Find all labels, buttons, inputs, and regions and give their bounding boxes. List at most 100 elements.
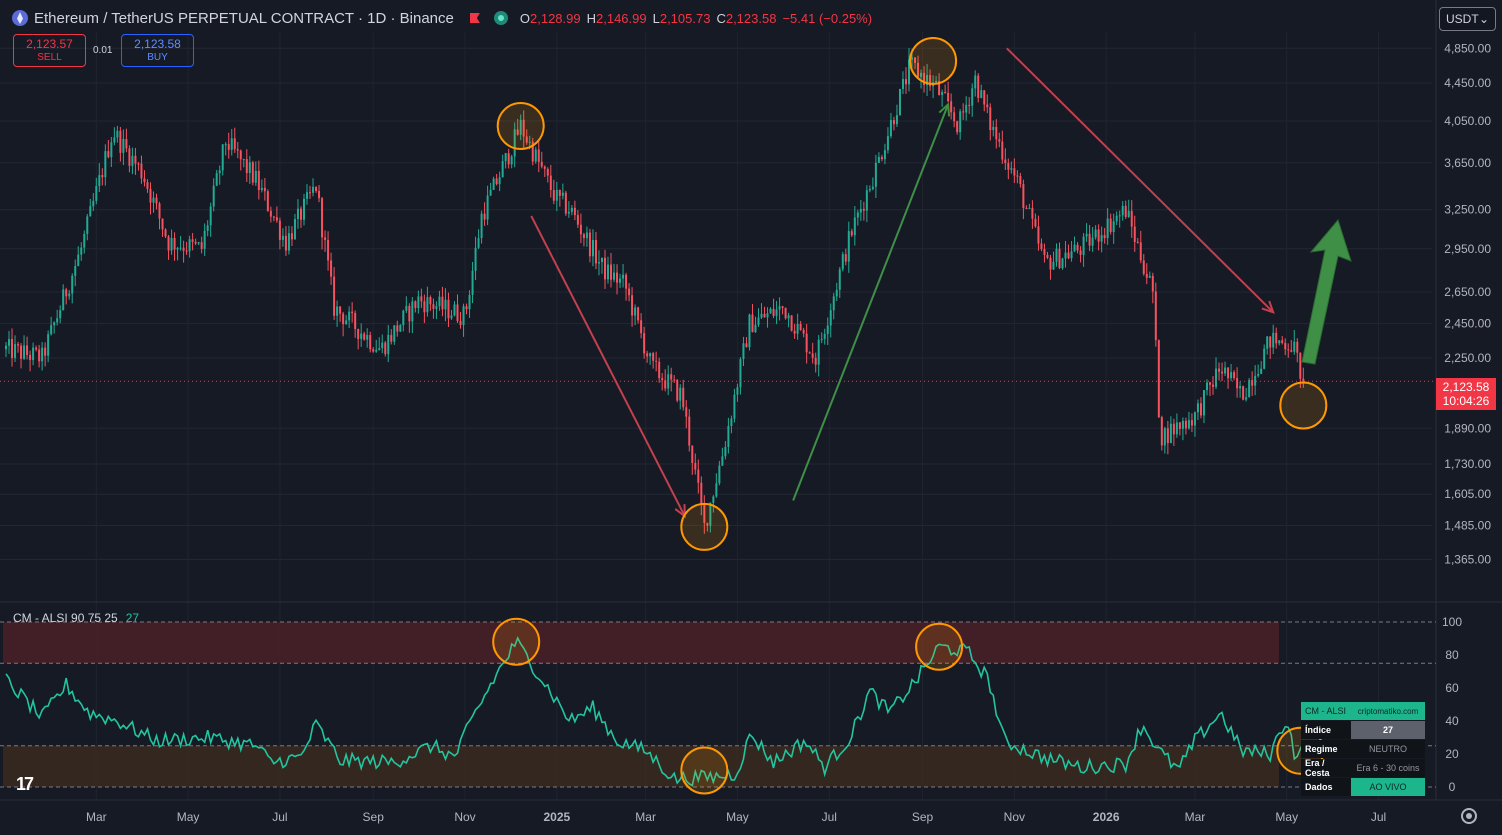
candle-body bbox=[1199, 403, 1202, 416]
candle-body bbox=[920, 72, 923, 77]
candle-body bbox=[1049, 257, 1052, 270]
candle-body bbox=[375, 349, 378, 352]
candle-body bbox=[236, 149, 239, 151]
candle-body bbox=[378, 348, 381, 350]
symbol-title[interactable]: Ethereum / TetherUS PERPETUAL CONTRACT ·… bbox=[34, 9, 454, 27]
candle-body bbox=[628, 288, 631, 296]
candle-body bbox=[302, 198, 305, 220]
trend-arrow-up-head bbox=[938, 102, 951, 117]
price-tick-label: 4,450.00 bbox=[1444, 76, 1491, 90]
flag-icon[interactable] bbox=[469, 13, 480, 23]
candle-body bbox=[564, 192, 567, 214]
info-row-label: Era / Cesta bbox=[1301, 758, 1351, 778]
candle-body bbox=[892, 120, 895, 125]
candle-body bbox=[1266, 336, 1269, 349]
candle-body bbox=[697, 469, 700, 483]
bullish-forecast-arrow bbox=[1301, 218, 1352, 365]
candle-body bbox=[787, 315, 790, 319]
candle-body bbox=[983, 90, 986, 105]
candle-body bbox=[1269, 336, 1272, 348]
candle-body bbox=[161, 218, 164, 230]
price-tick-label: 4,050.00 bbox=[1444, 114, 1491, 128]
candle-body bbox=[266, 191, 269, 211]
candle-body bbox=[492, 178, 495, 190]
time-tick-label: May bbox=[726, 810, 749, 824]
candle-body bbox=[603, 257, 606, 280]
time-tick-label: Sep bbox=[363, 810, 385, 824]
candle-body bbox=[1287, 349, 1290, 351]
trend-arrow-up bbox=[792, 102, 951, 501]
candle-body bbox=[811, 353, 814, 358]
candle-body bbox=[71, 275, 74, 294]
candle-body bbox=[251, 162, 254, 183]
indicator-header[interactable]: CM - ALSI 90 75 25 27 bbox=[13, 611, 139, 625]
candle-body bbox=[573, 207, 576, 216]
candle-body bbox=[908, 59, 910, 85]
candle-body bbox=[1242, 386, 1245, 400]
candle-body bbox=[992, 126, 995, 131]
candle-body bbox=[1142, 260, 1145, 274]
time-tick-label: Jul bbox=[272, 810, 287, 824]
candle-body bbox=[393, 325, 396, 342]
buy-button[interactable]: 2,123.58 BUY bbox=[121, 34, 194, 67]
candle-body bbox=[965, 104, 968, 113]
candle-body bbox=[516, 129, 519, 135]
currency-select[interactable]: USDT ⌄ bbox=[1439, 7, 1496, 31]
candle-body bbox=[730, 418, 733, 427]
candle-body bbox=[585, 232, 588, 239]
candle-body bbox=[360, 333, 363, 339]
candle-body bbox=[131, 155, 134, 166]
candle-body bbox=[853, 217, 856, 236]
candle-body bbox=[1139, 242, 1142, 261]
price-tick-label: 2,450.00 bbox=[1444, 317, 1491, 331]
candle-body bbox=[1172, 423, 1175, 435]
candle-body bbox=[158, 203, 161, 219]
candle-body bbox=[561, 192, 564, 196]
sell-button[interactable]: 2,123.57 SELL bbox=[13, 34, 86, 67]
candle-body bbox=[1278, 340, 1281, 344]
candle-body bbox=[673, 379, 676, 381]
candle-body bbox=[275, 217, 278, 221]
market-status-icon[interactable] bbox=[493, 11, 508, 25]
candle-body bbox=[619, 278, 622, 283]
candle-body bbox=[1281, 340, 1284, 344]
candle-body bbox=[679, 387, 682, 401]
candle-body bbox=[23, 345, 26, 359]
candle-body bbox=[525, 136, 528, 143]
candle-body bbox=[576, 215, 579, 225]
candle-body bbox=[116, 130, 119, 138]
current-highlight-circle bbox=[1279, 381, 1328, 430]
candle-body bbox=[101, 175, 104, 178]
candle-body bbox=[986, 104, 989, 108]
candle-body bbox=[1082, 236, 1085, 255]
candle-body bbox=[290, 233, 293, 240]
candle-body bbox=[125, 138, 128, 149]
candle-body bbox=[402, 310, 405, 326]
candle-body bbox=[324, 237, 327, 240]
info-row-value: Era 6 - 30 coins bbox=[1351, 759, 1425, 777]
candle-body bbox=[26, 345, 29, 355]
candle-body bbox=[95, 186, 98, 201]
candle-body bbox=[306, 192, 308, 199]
candle-body bbox=[959, 111, 962, 133]
trend-arrow-down-line bbox=[530, 215, 686, 517]
candle-body bbox=[143, 178, 146, 183]
candle-body bbox=[47, 334, 50, 356]
candle-body bbox=[248, 162, 251, 174]
candle-body bbox=[345, 320, 348, 325]
tradingview-logo[interactable]: 17 bbox=[16, 774, 34, 794]
candle-body bbox=[552, 190, 555, 201]
candle-body bbox=[53, 322, 56, 326]
bar-countdown: 10:04:26 bbox=[1442, 394, 1490, 408]
candle-body bbox=[104, 151, 107, 178]
candle-body bbox=[284, 235, 287, 251]
candle-body bbox=[555, 189, 558, 201]
candle-body bbox=[1290, 350, 1293, 352]
settings-icon[interactable] bbox=[1461, 808, 1477, 824]
candle-body bbox=[1010, 168, 1013, 170]
candle-body bbox=[640, 320, 643, 334]
candle-body bbox=[868, 188, 871, 191]
candle-body bbox=[998, 139, 1001, 142]
candle-body bbox=[974, 75, 977, 89]
